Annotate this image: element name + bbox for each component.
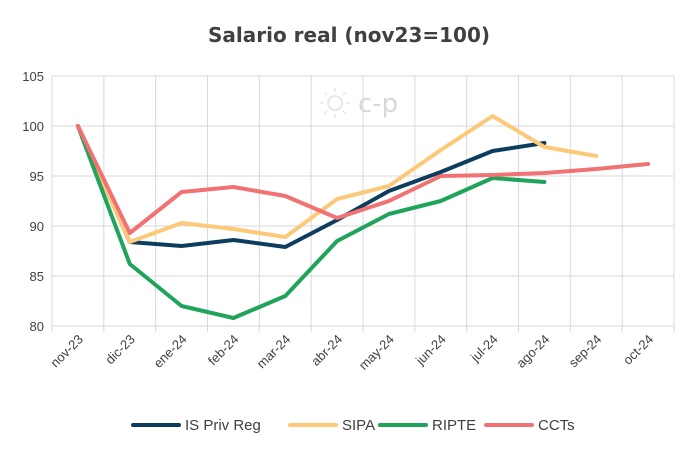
y-tick-label: 105 (22, 69, 44, 84)
watermark-text: c-p (358, 89, 398, 119)
legend-label: CCTs (538, 417, 575, 434)
y-tick-label: 80 (30, 319, 44, 334)
watermark-logo: c-p (320, 88, 398, 119)
legend: IS Priv Reg SIPA RIPTE CCTs (131, 417, 575, 434)
y-tick-label: 95 (30, 169, 44, 184)
legend-label: IS Priv Reg (185, 417, 261, 434)
x-tick-label: abr-24 (308, 332, 345, 369)
x-tick-label: sep-24 (566, 332, 605, 371)
series-lines (75, 114, 651, 320)
series-line-is-priv-reg (75, 124, 547, 249)
legend-label: SIPA (342, 417, 375, 434)
series-line-sipa (75, 114, 599, 244)
x-tick-label: mar-24 (254, 332, 294, 372)
series-line-ccts (75, 124, 651, 235)
x-tick-label: ene-24 (150, 332, 189, 371)
legend-label: RIPTE (432, 417, 476, 434)
x-tick-label: ago-24 (513, 332, 552, 371)
series-line-ripte (75, 124, 547, 320)
x-tick-label: dic-23 (102, 332, 138, 368)
gridlines (51, 75, 675, 332)
x-tick-label: jun-24 (412, 332, 449, 369)
chart-title: Salario real (nov23=100) (208, 23, 490, 47)
x-tick-label: oct-24 (620, 332, 656, 368)
x-tick-label: jul-24 (467, 332, 501, 366)
x-tick-label: feb-24 (205, 332, 242, 369)
x-tick-label: may-24 (356, 332, 397, 373)
y-tick-label: 100 (22, 119, 44, 134)
y-tick-label: 90 (30, 219, 44, 234)
y-tick-label: 85 (30, 269, 44, 284)
sun-icon (320, 88, 350, 118)
x-tick-label: nov-23 (47, 332, 86, 371)
